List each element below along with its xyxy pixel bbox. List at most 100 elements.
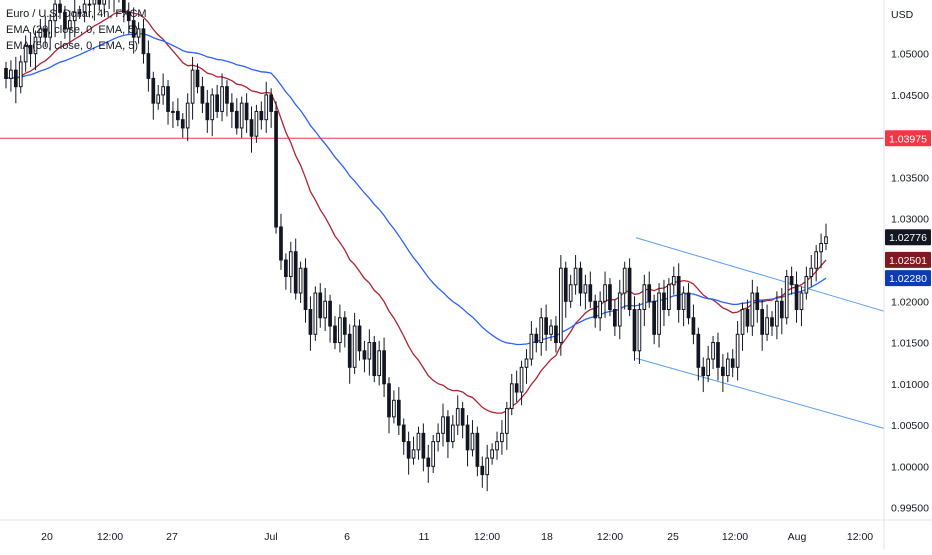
candle[interactable] bbox=[53, 0, 57, 38]
candle[interactable] bbox=[313, 286, 318, 341]
candle[interactable] bbox=[377, 340, 382, 386]
candle[interactable] bbox=[524, 349, 529, 384]
candle[interactable] bbox=[667, 278, 671, 317]
candle[interactable] bbox=[342, 311, 347, 348]
candle[interactable] bbox=[504, 401, 509, 450]
candle[interactable] bbox=[121, 0, 126, 23]
candle[interactable] bbox=[455, 395, 460, 435]
candle[interactable] bbox=[230, 93, 234, 128]
candle[interactable] bbox=[352, 312, 357, 374]
candle[interactable] bbox=[696, 327, 701, 381]
candle[interactable] bbox=[583, 274, 588, 310]
candle[interactable] bbox=[441, 403, 445, 447]
candle[interactable] bbox=[578, 261, 583, 307]
candle[interactable] bbox=[563, 261, 568, 318]
candle[interactable] bbox=[450, 415, 455, 449]
candle[interactable] bbox=[529, 321, 534, 366]
candle[interactable] bbox=[362, 340, 367, 373]
candle[interactable] bbox=[303, 258, 308, 323]
candle[interactable] bbox=[151, 71, 156, 120]
candle[interactable] bbox=[637, 302, 642, 364]
candle[interactable] bbox=[642, 274, 647, 327]
candle[interactable] bbox=[338, 304, 342, 353]
candle[interactable] bbox=[382, 337, 386, 398]
candle[interactable] bbox=[765, 304, 769, 341]
candle[interactable] bbox=[794, 271, 799, 323]
candle[interactable] bbox=[195, 63, 200, 94]
candle[interactable] bbox=[406, 431, 411, 475]
candle[interactable] bbox=[514, 370, 519, 402]
candle[interactable] bbox=[426, 444, 431, 483]
candle[interactable] bbox=[593, 294, 598, 328]
candle[interactable] bbox=[431, 434, 436, 473]
channel-lower-line[interactable] bbox=[635, 357, 885, 429]
candle[interactable] bbox=[534, 327, 539, 353]
candle[interactable] bbox=[190, 56, 195, 120]
candle[interactable] bbox=[23, 35, 28, 72]
candle[interactable] bbox=[279, 213, 283, 270]
candle[interactable] bbox=[63, 5, 67, 39]
candle[interactable] bbox=[274, 101, 278, 234]
candle[interactable] bbox=[333, 316, 337, 350]
candle[interactable] bbox=[9, 60, 13, 92]
candle[interactable] bbox=[136, 22, 141, 44]
candle[interactable] bbox=[500, 420, 504, 455]
candle[interactable] bbox=[436, 423, 440, 452]
candle[interactable] bbox=[264, 81, 269, 133]
candle[interactable] bbox=[118, 0, 121, 3]
candle[interactable] bbox=[779, 288, 784, 335]
candle[interactable] bbox=[784, 269, 789, 325]
candle[interactable] bbox=[671, 266, 676, 295]
candle[interactable] bbox=[775, 291, 779, 340]
candle[interactable] bbox=[113, 0, 116, 13]
candle[interactable] bbox=[519, 360, 524, 406]
candle[interactable] bbox=[372, 335, 377, 383]
candle[interactable] bbox=[166, 80, 170, 125]
candle[interactable] bbox=[725, 352, 730, 383]
ema-fast-line[interactable] bbox=[5, 10, 827, 414]
candle[interactable] bbox=[617, 279, 622, 340]
candle[interactable] bbox=[244, 93, 249, 133]
candle[interactable] bbox=[657, 283, 661, 348]
candle[interactable] bbox=[97, 0, 102, 11]
candle[interactable] bbox=[367, 329, 372, 376]
candle[interactable] bbox=[549, 319, 553, 341]
candle[interactable] bbox=[161, 73, 165, 105]
candle[interactable] bbox=[293, 238, 298, 300]
candle[interactable] bbox=[789, 266, 794, 295]
candle[interactable] bbox=[686, 283, 691, 325]
candle[interactable] bbox=[38, 18, 43, 44]
candle[interactable] bbox=[509, 373, 514, 416]
candle[interactable] bbox=[568, 274, 573, 308]
candle[interactable] bbox=[598, 291, 602, 331]
candle[interactable] bbox=[396, 387, 401, 435]
candle[interactable] bbox=[799, 286, 804, 327]
candle[interactable] bbox=[387, 377, 391, 434]
candle[interactable] bbox=[809, 255, 814, 287]
candle[interactable] bbox=[126, 2, 131, 34]
candle[interactable] bbox=[662, 279, 666, 327]
candle[interactable] bbox=[627, 258, 632, 317]
candle[interactable] bbox=[573, 255, 578, 295]
candle[interactable] bbox=[141, 18, 146, 64]
candle[interactable] bbox=[156, 85, 161, 110]
candle[interactable] bbox=[411, 436, 416, 465]
candle[interactable] bbox=[58, 0, 62, 19]
candle[interactable] bbox=[446, 410, 450, 459]
candle[interactable] bbox=[465, 415, 470, 467]
candle[interactable] bbox=[475, 426, 480, 477]
candle[interactable] bbox=[613, 299, 617, 336]
candle[interactable] bbox=[819, 233, 823, 269]
candle[interactable] bbox=[108, 0, 111, 10]
candle[interactable] bbox=[480, 456, 485, 488]
candle[interactable] bbox=[544, 304, 548, 351]
candle[interactable] bbox=[288, 241, 293, 294]
candle[interactable] bbox=[740, 302, 745, 351]
candle[interactable] bbox=[716, 332, 720, 381]
candle[interactable] bbox=[691, 304, 696, 345]
candle[interactable] bbox=[730, 349, 735, 378]
candle[interactable] bbox=[234, 98, 239, 135]
candle[interactable] bbox=[215, 85, 219, 119]
candle[interactable] bbox=[171, 101, 175, 128]
